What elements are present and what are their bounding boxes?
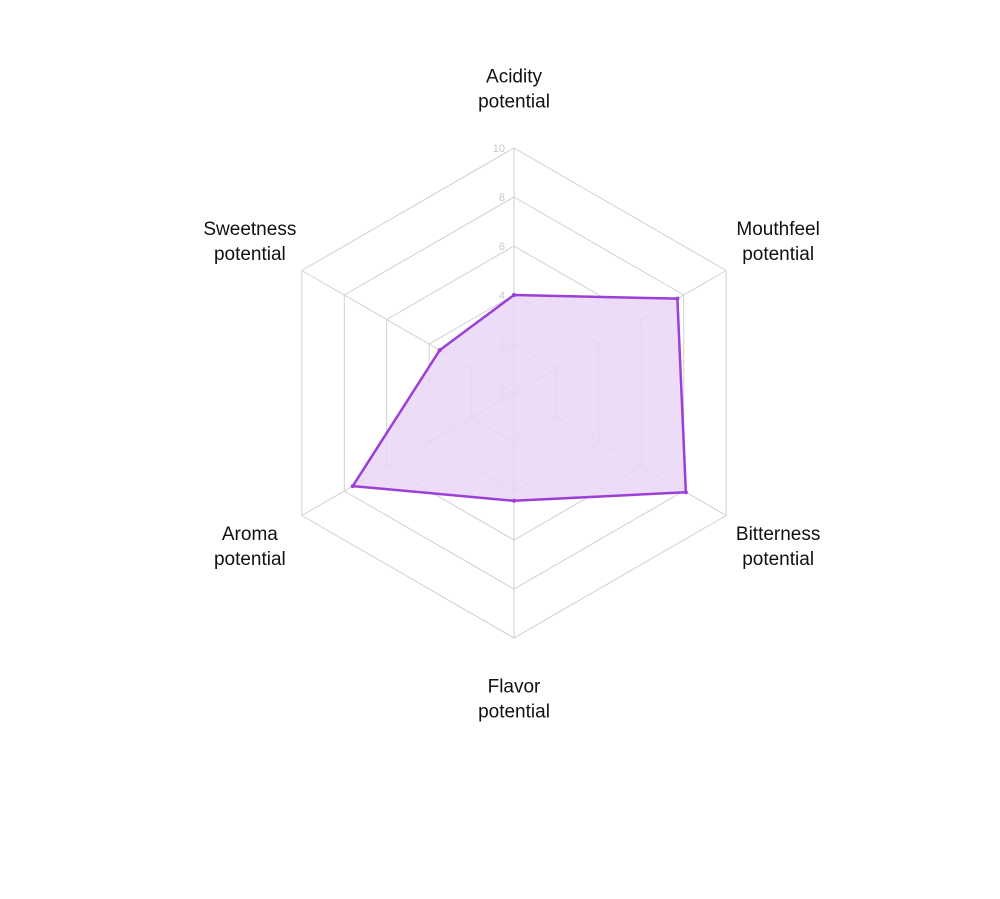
axis-label-4: Aroma potential	[214, 524, 286, 570]
axis-label-0: Acidity potential	[478, 67, 550, 113]
axis-label-2: Bitterness potential	[736, 524, 820, 570]
data-series	[350, 293, 688, 503]
tick-label-6: 6	[499, 241, 505, 253]
axis-label-line: Mouthfeel	[736, 219, 819, 240]
axis-label-line: potential	[742, 244, 814, 265]
data-point-0	[512, 293, 516, 297]
tick-label-8: 8	[499, 192, 505, 204]
tick-label-4: 4	[499, 290, 505, 302]
tick-label-10: 10	[493, 143, 505, 155]
axis-label-line: potential	[742, 549, 814, 570]
axis-label-line: Bitterness	[736, 524, 820, 545]
data-point-1	[675, 296, 680, 301]
axis-label-line: potential	[214, 244, 286, 265]
axis-label-line: Aroma	[222, 524, 278, 545]
data-point-3	[512, 498, 516, 503]
axis-label-5: Sweetness potential	[203, 219, 296, 265]
axis-label-line: potential	[214, 549, 286, 570]
axis-label-3: Flavor potential	[478, 677, 550, 723]
data-point-4	[350, 484, 355, 489]
data-point-5	[437, 348, 442, 353]
axis-label-line: Acidity	[486, 67, 542, 88]
data-point-2	[683, 490, 688, 495]
axis-label-1: Mouthfeel potential	[736, 219, 819, 265]
axis-label-line: potential	[478, 702, 550, 723]
axis-label-line: potential	[478, 92, 550, 113]
axis-label-line: Flavor	[488, 677, 541, 698]
series-area-0	[351, 293, 688, 503]
axis-label-line: Sweetness	[203, 219, 296, 240]
